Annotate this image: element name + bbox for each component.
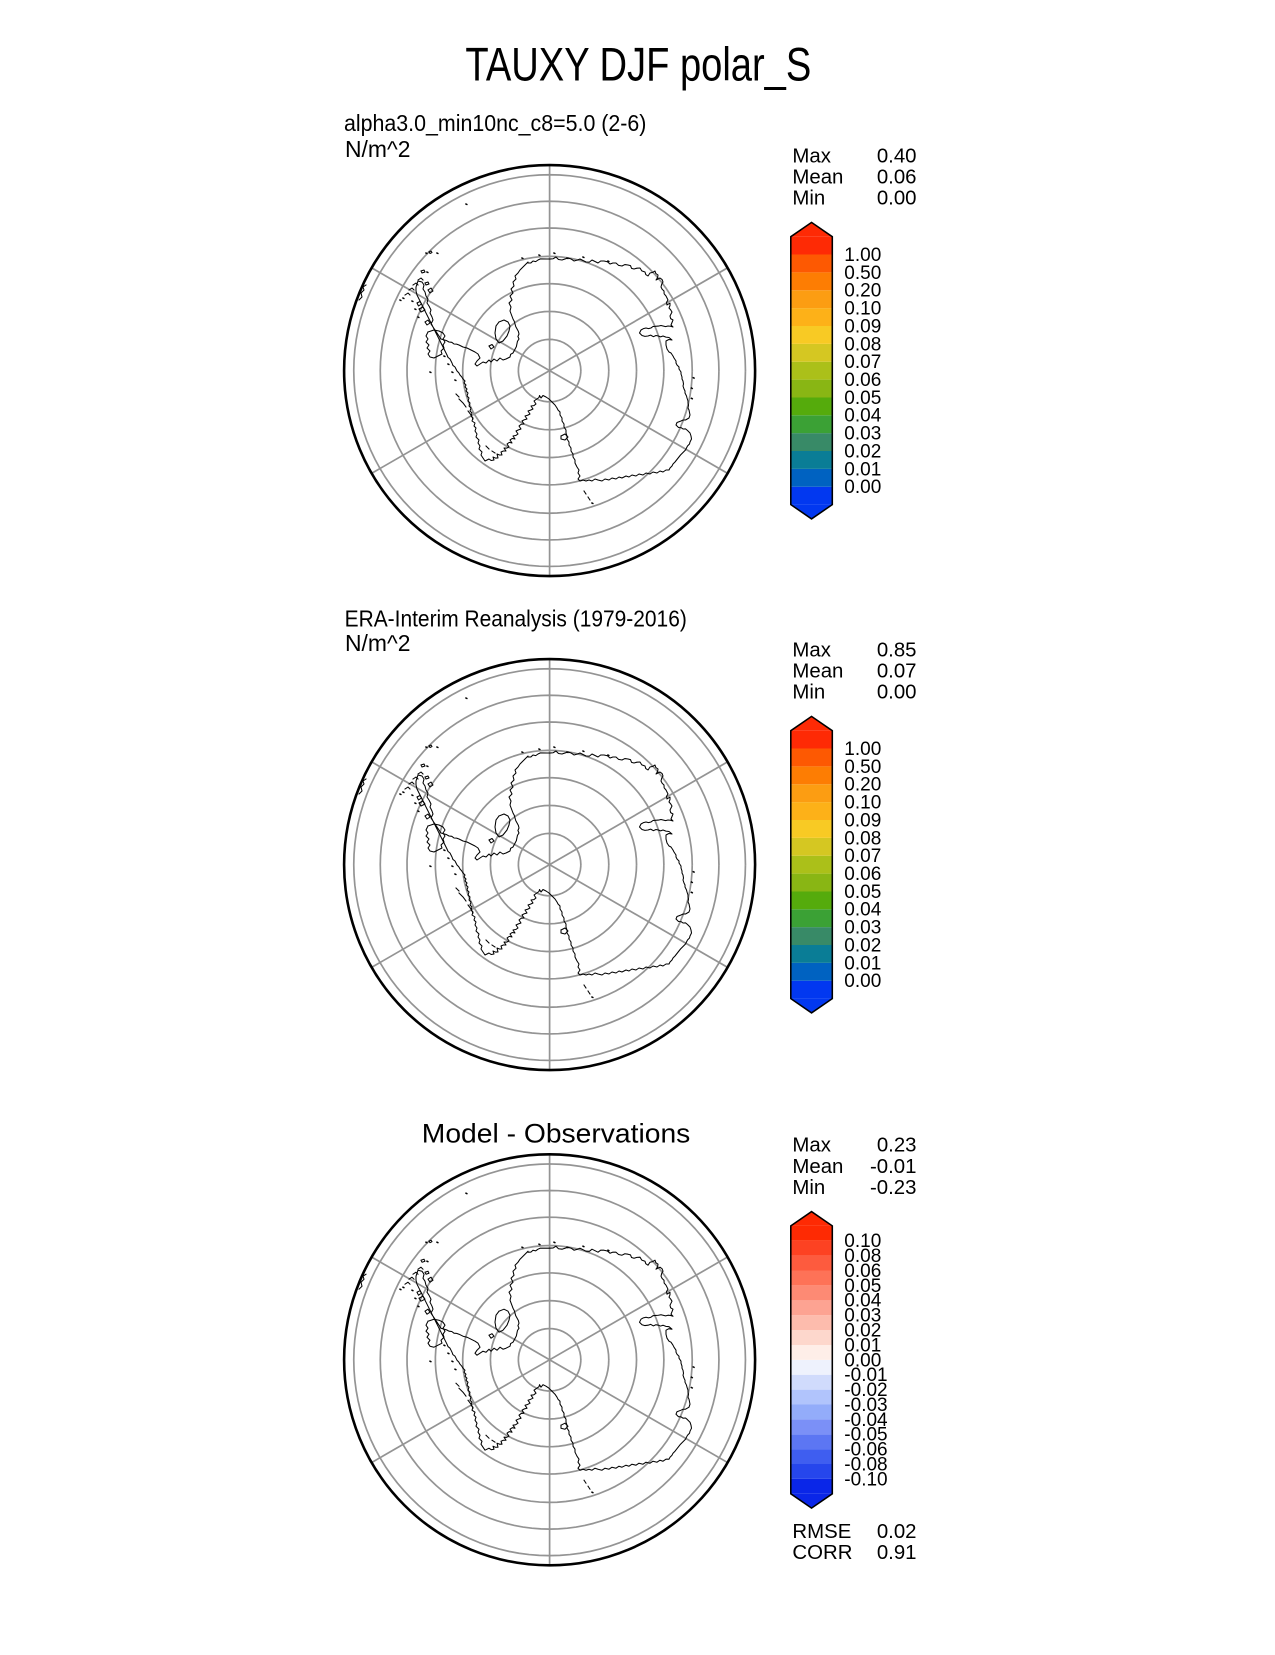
svg-text:N/m^2: N/m^2 bbox=[345, 136, 410, 162]
svg-text:0.04: 0.04 bbox=[844, 406, 881, 427]
svg-text:Max: Max bbox=[792, 145, 831, 167]
svg-text:0.06: 0.06 bbox=[844, 864, 881, 885]
svg-text:0.08: 0.08 bbox=[844, 828, 881, 849]
svg-text:Max: Max bbox=[792, 1135, 831, 1157]
svg-text:0.05: 0.05 bbox=[844, 882, 881, 903]
svg-text:0.50: 0.50 bbox=[844, 757, 881, 778]
svg-text:-0.04: -0.04 bbox=[844, 1410, 888, 1431]
svg-text:0.01: 0.01 bbox=[844, 459, 881, 480]
svg-text:N/m^2: N/m^2 bbox=[345, 630, 410, 656]
svg-text:0.07: 0.07 bbox=[844, 352, 881, 373]
svg-text:Mean: Mean bbox=[792, 1156, 843, 1178]
svg-text:Mean: Mean bbox=[792, 661, 843, 683]
svg-text:0.50: 0.50 bbox=[844, 263, 881, 284]
svg-text:0.08: 0.08 bbox=[844, 1246, 881, 1267]
svg-text:0.09: 0.09 bbox=[844, 810, 881, 831]
svg-text:0.00: 0.00 bbox=[877, 188, 917, 210]
svg-text:0.91: 0.91 bbox=[877, 1542, 917, 1564]
svg-text:0.05: 0.05 bbox=[844, 388, 881, 409]
svg-text:RMSE: RMSE bbox=[792, 1521, 851, 1543]
svg-text:0.03: 0.03 bbox=[844, 918, 881, 939]
svg-text:0.02: 0.02 bbox=[844, 1321, 881, 1342]
svg-text:0.07: 0.07 bbox=[877, 661, 917, 683]
svg-text:0.08: 0.08 bbox=[844, 334, 881, 355]
svg-text:Min: Min bbox=[792, 1177, 825, 1199]
svg-text:Model - Observations: Model - Observations bbox=[422, 1118, 691, 1148]
svg-text:Min: Min bbox=[792, 682, 825, 704]
svg-text:alpha3.0_min10nc_c8=5.0 (2-6): alpha3.0_min10nc_c8=5.0 (2-6) bbox=[344, 110, 646, 136]
svg-text:0.02: 0.02 bbox=[844, 935, 881, 956]
svg-text:-0.05: -0.05 bbox=[844, 1425, 887, 1446]
svg-text:0.04: 0.04 bbox=[844, 1291, 881, 1312]
svg-text:1.00: 1.00 bbox=[844, 739, 881, 760]
svg-text:0.04: 0.04 bbox=[844, 900, 881, 921]
svg-text:0.07: 0.07 bbox=[844, 846, 881, 867]
svg-text:-0.02: -0.02 bbox=[844, 1380, 887, 1401]
svg-text:0.03: 0.03 bbox=[844, 424, 881, 445]
svg-text:ERA-Interim Reanalysis (1979-2: ERA-Interim Reanalysis (1979-2016) bbox=[345, 606, 687, 632]
svg-text:0.20: 0.20 bbox=[844, 281, 881, 302]
svg-text:-0.08: -0.08 bbox=[844, 1454, 887, 1475]
svg-text:0.09: 0.09 bbox=[844, 316, 881, 337]
svg-text:-0.06: -0.06 bbox=[844, 1440, 887, 1461]
svg-text:0.06: 0.06 bbox=[844, 1261, 881, 1282]
svg-text:1.00: 1.00 bbox=[844, 245, 881, 266]
svg-text:0.06: 0.06 bbox=[877, 167, 917, 189]
svg-text:0.00: 0.00 bbox=[844, 1350, 881, 1371]
svg-text:0.01: 0.01 bbox=[844, 1335, 881, 1356]
svg-text:0.10: 0.10 bbox=[844, 1231, 881, 1252]
svg-text:0.85: 0.85 bbox=[877, 639, 917, 661]
svg-text:0.00: 0.00 bbox=[844, 477, 881, 498]
svg-text:-0.03: -0.03 bbox=[844, 1395, 887, 1416]
svg-text:Min: Min bbox=[792, 188, 825, 210]
svg-text:TAUXY DJF polar_S: TAUXY DJF polar_S bbox=[465, 38, 811, 91]
svg-text:0.00: 0.00 bbox=[877, 682, 917, 704]
svg-text:Mean: Mean bbox=[792, 167, 843, 189]
svg-text:0.23: 0.23 bbox=[877, 1135, 917, 1157]
svg-text:-0.10: -0.10 bbox=[844, 1469, 887, 1490]
svg-text:0.01: 0.01 bbox=[844, 953, 881, 974]
svg-text:-0.23: -0.23 bbox=[870, 1177, 916, 1199]
svg-text:CORR: CORR bbox=[792, 1542, 852, 1564]
svg-text:0.10: 0.10 bbox=[844, 793, 881, 814]
svg-text:0.02: 0.02 bbox=[877, 1521, 917, 1543]
svg-text:0.20: 0.20 bbox=[844, 775, 881, 796]
svg-text:0.00: 0.00 bbox=[844, 971, 881, 992]
svg-text:0.03: 0.03 bbox=[844, 1306, 881, 1327]
svg-text:0.40: 0.40 bbox=[877, 145, 917, 167]
svg-text:0.02: 0.02 bbox=[844, 441, 881, 462]
svg-text:0.05: 0.05 bbox=[844, 1276, 881, 1297]
svg-text:0.06: 0.06 bbox=[844, 370, 881, 391]
svg-text:Max: Max bbox=[792, 639, 831, 661]
svg-text:-0.01: -0.01 bbox=[870, 1156, 916, 1178]
svg-text:-0.01: -0.01 bbox=[844, 1365, 887, 1386]
svg-text:0.10: 0.10 bbox=[844, 299, 881, 320]
